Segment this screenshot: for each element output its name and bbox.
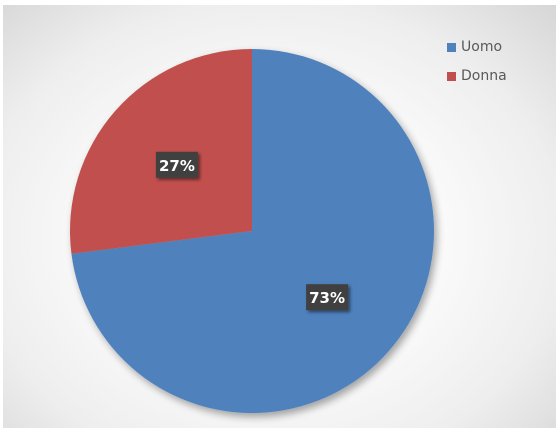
legend-swatch-donna <box>447 71 456 81</box>
pie-slice-uomo <box>71 49 435 414</box>
legend-label-uomo: Uomo <box>461 39 503 55</box>
pie-chart: 73% 27% <box>69 49 435 414</box>
data-label-box <box>306 284 349 311</box>
legend-item-donna: Donna <box>447 64 547 88</box>
legend-label-donna: Donna <box>461 68 507 84</box>
data-label-donna: 27% <box>155 151 198 178</box>
data-label-box <box>155 151 198 178</box>
legend: Uomo Donna <box>447 35 547 93</box>
legend-swatch-uomo <box>447 42 456 52</box>
pie-slice-donna <box>69 49 252 254</box>
legend-item-uomo: Uomo <box>447 35 547 59</box>
data-label-text: 27% <box>159 157 195 175</box>
chart-area: 73% 27% Uomo Donna <box>3 5 556 428</box>
data-label-text: 73% <box>309 289 345 307</box>
data-label-uomo: 73% <box>306 284 349 311</box>
